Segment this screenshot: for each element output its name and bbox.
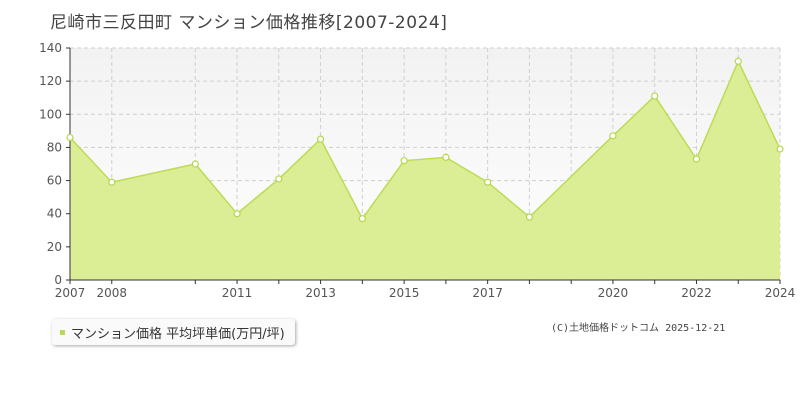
x-tick-label: 2022 (681, 286, 712, 300)
data-point (66, 133, 74, 142)
data-point (484, 178, 492, 186)
legend-swatch (60, 329, 65, 335)
x-tick-label: 2015 (389, 286, 420, 300)
data-point (609, 132, 617, 140)
x-tick-label: 2020 (598, 286, 629, 300)
y-tick-labels: 0 20 40 60 80 100 120 140 (39, 41, 62, 287)
data-point (275, 175, 283, 183)
axes (66, 47, 781, 284)
data-point (316, 135, 325, 143)
credit-text: (C)土地価格ドットコム 2025-12-21 (551, 323, 726, 334)
data-point (108, 178, 116, 186)
y-tick-label: 120 (39, 74, 62, 88)
y-tick-label: 20 (47, 240, 62, 254)
x-tick-label: 2011 (222, 286, 253, 300)
y-tick-label: 140 (39, 41, 62, 55)
data-point (358, 215, 366, 223)
data-point (651, 92, 659, 100)
series-line (69, 59, 781, 221)
y-tick-label: 60 (47, 174, 62, 188)
legend: マンション価格 平均坪単価(万円/坪) (52, 319, 295, 345)
data-point (734, 57, 742, 65)
data-point (233, 210, 241, 218)
data-point (400, 157, 408, 165)
y-tick-label: 0 (54, 273, 62, 287)
x-tick-label: 2008 (96, 286, 127, 300)
series-area (70, 61, 780, 280)
chart-title: 尼崎市三反田町 マンション価格推移[2007-2024] (50, 13, 448, 33)
y-tick-label: 100 (39, 107, 62, 121)
y-tick-label: 40 (47, 207, 62, 221)
data-points (66, 57, 784, 223)
y-tick-label: 80 (47, 140, 62, 154)
legend-label: マンション価格 平均坪単価(万円/坪) (71, 326, 285, 342)
x-tick-label: 2007 (55, 286, 86, 300)
x-tick-labels: 2007 2008 2011 2013 2015 2017 2020 2022 2024 (55, 286, 796, 300)
x-tick-label: 2013 (305, 286, 336, 300)
data-point (191, 160, 199, 168)
x-tick-label: 2017 (472, 286, 503, 300)
data-point (442, 153, 450, 161)
x-tick-label: 2024 (765, 286, 796, 300)
data-point (692, 155, 701, 163)
data-point (525, 213, 534, 221)
data-point (776, 145, 784, 153)
